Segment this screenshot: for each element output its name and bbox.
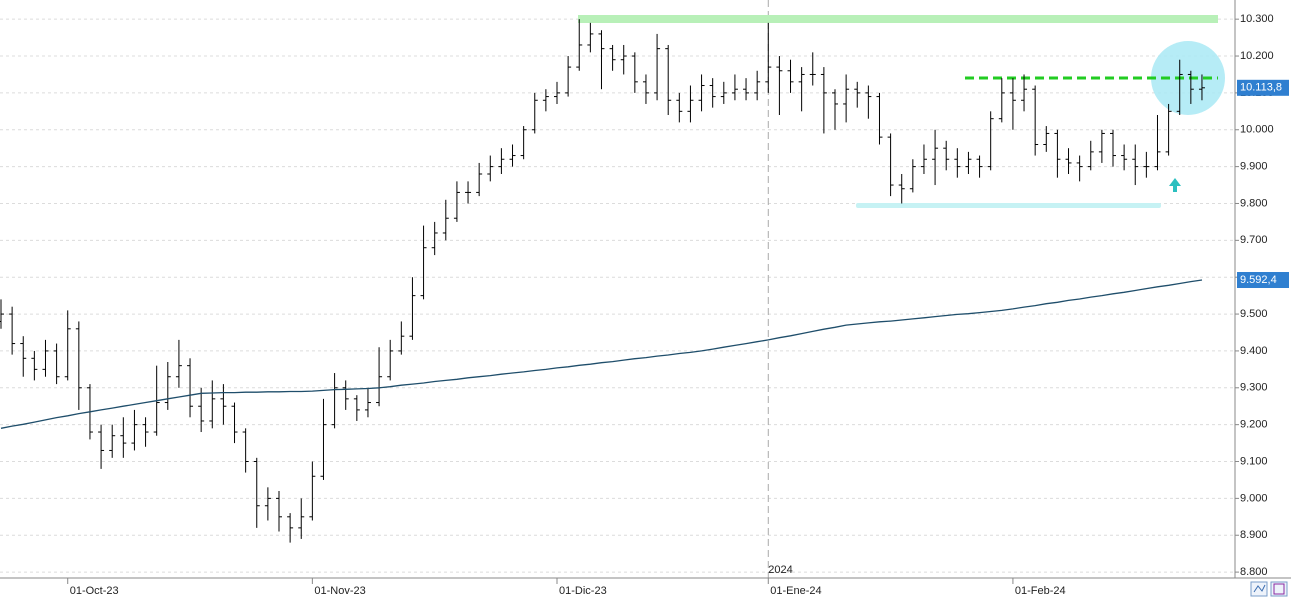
y-tick-label: 9.400 bbox=[1240, 345, 1268, 357]
x-tick-label: 01-Nov-23 bbox=[314, 585, 365, 597]
y-tick-label: 9.700 bbox=[1240, 234, 1268, 246]
y-tick-label: 9.000 bbox=[1240, 492, 1268, 504]
price-tag-label: 10.113,8 bbox=[1240, 82, 1282, 94]
up-arrow bbox=[1169, 178, 1181, 192]
resistance-band bbox=[578, 15, 1218, 23]
y-tick-label: 8.900 bbox=[1240, 529, 1268, 541]
y-tick-label: 9.200 bbox=[1240, 419, 1268, 431]
scale-button[interactable] bbox=[1250, 581, 1268, 597]
save-button[interactable] bbox=[1270, 581, 1288, 597]
scale-icon bbox=[1253, 584, 1266, 593]
plot bbox=[0, 19, 1205, 543]
y-tick-label: 10.200 bbox=[1240, 50, 1274, 62]
y-tick-label: 9.800 bbox=[1240, 197, 1268, 209]
highlight-circle bbox=[1151, 41, 1225, 115]
y-tick-label: 10.300 bbox=[1240, 13, 1274, 25]
axes: 8.800 8.900 9.000 9.100 9.200 9.300 9.400 9.500… bbox=[67, 13, 1289, 597]
save-icon bbox=[1273, 583, 1285, 595]
x-tick-label: 01-Feb-24 bbox=[1015, 585, 1066, 597]
support-band bbox=[856, 203, 1161, 208]
price-tag-label: 9.592,4 bbox=[1240, 274, 1277, 286]
y-tick-label: 8.800 bbox=[1240, 566, 1268, 578]
moving-average bbox=[0, 279, 1203, 429]
x-tick-label: 01-Oct-23 bbox=[70, 585, 119, 597]
y-tick-label: 9.900 bbox=[1240, 161, 1268, 173]
price-tag bbox=[1237, 272, 1289, 289]
year-label: 2024 bbox=[768, 564, 792, 576]
x-tick-label: 01-Dic-23 bbox=[559, 585, 607, 597]
x-tick-label: 01-Ene-24 bbox=[770, 585, 821, 597]
price-tag bbox=[1237, 79, 1289, 96]
y-tick-label: 10.000 bbox=[1240, 124, 1274, 136]
y-tick-label: 9.500 bbox=[1240, 308, 1268, 320]
y-tick-label: 9.100 bbox=[1240, 455, 1268, 467]
grid bbox=[0, 0, 1235, 578]
y-tick-label: 9.300 bbox=[1240, 382, 1268, 394]
